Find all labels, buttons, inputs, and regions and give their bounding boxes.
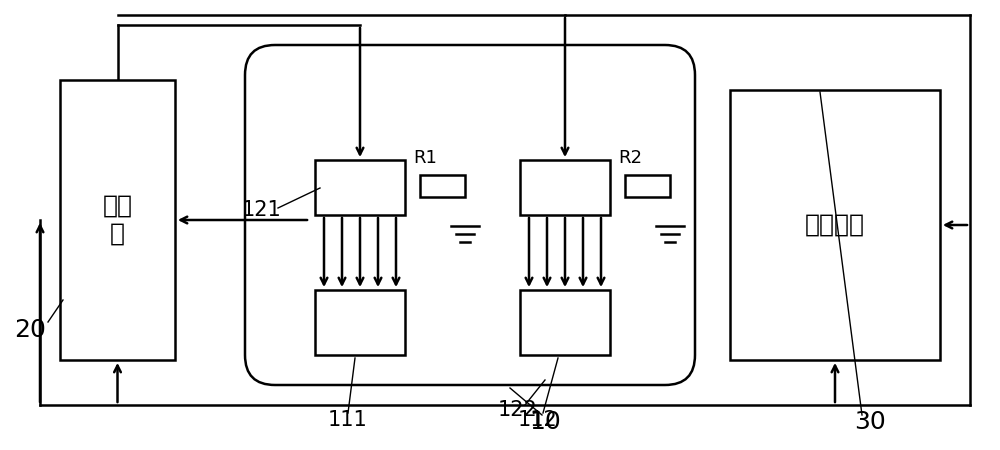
Bar: [60, 80, 175, 360]
Bar: [730, 90, 940, 360]
Text: 10: 10: [529, 410, 561, 434]
Bar: [520, 160, 610, 215]
Bar: [315, 290, 405, 355]
Text: 30: 30: [854, 410, 886, 434]
Text: R2: R2: [618, 149, 642, 167]
Bar: [625, 175, 670, 197]
Text: 122: 122: [498, 400, 538, 420]
Text: 20: 20: [14, 318, 46, 342]
FancyBboxPatch shape: [245, 45, 695, 385]
Text: 112: 112: [518, 410, 558, 430]
Text: 121: 121: [242, 200, 282, 220]
Bar: [315, 160, 405, 215]
Text: 测试
机: 测试 机: [103, 194, 132, 246]
Bar: [420, 175, 465, 197]
Text: 搞运装置: 搞运装置: [805, 213, 865, 237]
Bar: [520, 290, 610, 355]
Text: 111: 111: [328, 410, 368, 430]
Text: R1: R1: [413, 149, 437, 167]
